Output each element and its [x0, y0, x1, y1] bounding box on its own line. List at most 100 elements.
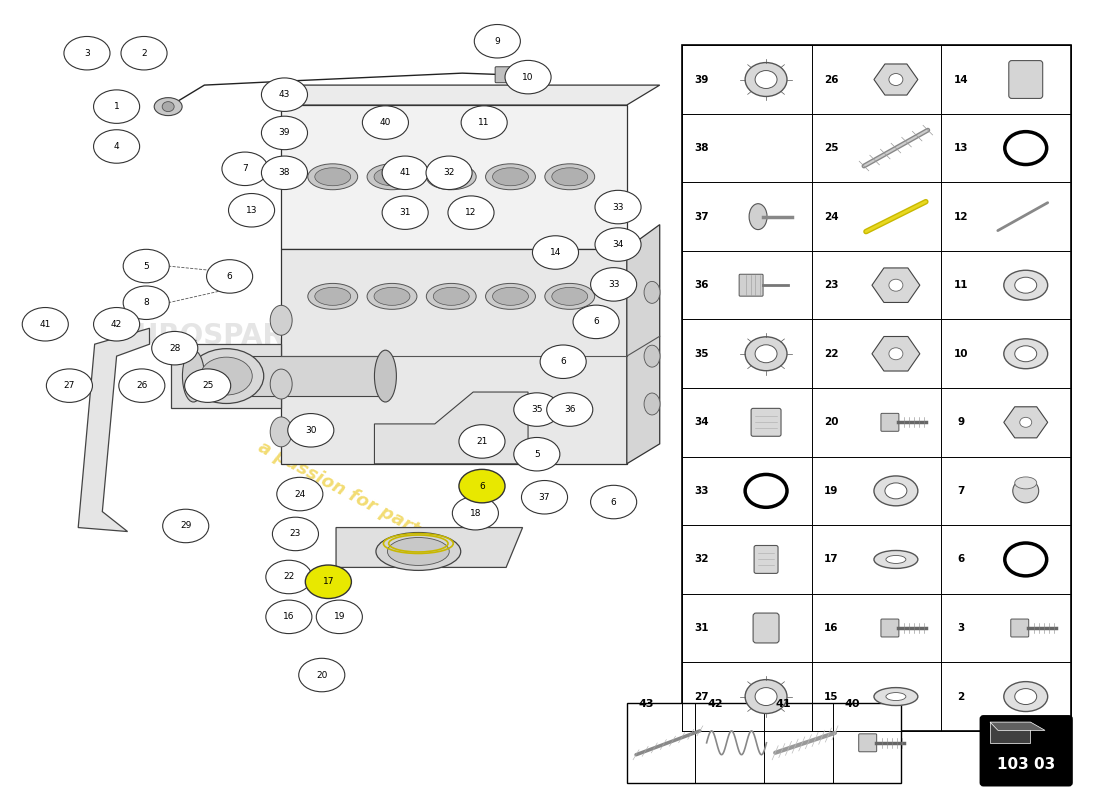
Polygon shape — [78, 328, 150, 531]
Text: 7: 7 — [242, 164, 248, 174]
Ellipse shape — [874, 476, 917, 506]
Ellipse shape — [886, 693, 906, 701]
Ellipse shape — [1004, 682, 1047, 711]
Text: 10: 10 — [954, 349, 968, 358]
Ellipse shape — [163, 510, 209, 542]
Ellipse shape — [288, 414, 333, 447]
Ellipse shape — [427, 283, 476, 310]
Text: 12: 12 — [954, 212, 968, 222]
Text: 13: 13 — [954, 143, 968, 153]
Ellipse shape — [123, 250, 169, 283]
Text: 41: 41 — [399, 168, 411, 178]
Ellipse shape — [552, 168, 587, 186]
Ellipse shape — [362, 106, 408, 139]
FancyBboxPatch shape — [755, 546, 778, 574]
Text: 14: 14 — [954, 74, 968, 85]
Ellipse shape — [755, 687, 777, 706]
Text: 31: 31 — [399, 208, 411, 217]
Text: a passion for parts...: a passion for parts... — [255, 438, 450, 554]
Ellipse shape — [749, 204, 767, 230]
Ellipse shape — [154, 98, 183, 115]
Ellipse shape — [889, 348, 903, 360]
Text: 5: 5 — [534, 450, 540, 458]
FancyBboxPatch shape — [881, 619, 899, 637]
Ellipse shape — [207, 260, 253, 293]
Ellipse shape — [376, 533, 461, 570]
Ellipse shape — [591, 486, 637, 518]
Text: 23: 23 — [824, 280, 838, 290]
Ellipse shape — [459, 425, 505, 458]
Text: 37: 37 — [539, 493, 550, 502]
Text: 27: 27 — [694, 691, 708, 702]
Text: 22: 22 — [283, 573, 295, 582]
Text: 19: 19 — [824, 486, 838, 496]
Text: 36: 36 — [564, 405, 575, 414]
Ellipse shape — [374, 168, 410, 186]
Text: 38: 38 — [278, 168, 290, 178]
Text: 34: 34 — [613, 240, 624, 249]
Text: 3: 3 — [84, 49, 90, 58]
Ellipse shape — [532, 236, 579, 270]
Ellipse shape — [1015, 477, 1036, 489]
FancyBboxPatch shape — [1009, 61, 1043, 98]
Ellipse shape — [266, 600, 312, 634]
Ellipse shape — [315, 168, 351, 186]
Text: 6: 6 — [593, 318, 600, 326]
Ellipse shape — [645, 393, 660, 415]
Text: 16: 16 — [824, 623, 838, 633]
Ellipse shape — [1004, 270, 1047, 300]
Ellipse shape — [591, 268, 637, 301]
Text: 21: 21 — [476, 437, 487, 446]
Ellipse shape — [94, 130, 140, 163]
FancyBboxPatch shape — [682, 46, 1071, 731]
Ellipse shape — [229, 194, 275, 227]
Text: 41: 41 — [776, 699, 792, 709]
Ellipse shape — [64, 37, 110, 70]
Text: 6: 6 — [610, 498, 616, 506]
Ellipse shape — [271, 306, 293, 335]
Text: 40: 40 — [845, 699, 860, 709]
Ellipse shape — [595, 228, 641, 262]
Polygon shape — [1004, 406, 1047, 438]
Text: 38: 38 — [694, 143, 708, 153]
Ellipse shape — [271, 417, 293, 447]
Ellipse shape — [1015, 346, 1036, 362]
Text: 9: 9 — [495, 37, 500, 46]
Ellipse shape — [262, 156, 308, 190]
Ellipse shape — [382, 196, 428, 230]
Text: 15: 15 — [824, 691, 838, 702]
Ellipse shape — [306, 565, 351, 598]
Text: 37: 37 — [694, 212, 708, 222]
Text: 4: 4 — [113, 142, 120, 151]
Text: EUROSPARES: EUROSPARES — [118, 322, 323, 350]
Polygon shape — [374, 392, 528, 464]
Text: 29: 29 — [180, 522, 191, 530]
Ellipse shape — [123, 286, 169, 319]
Ellipse shape — [1020, 418, 1032, 427]
Ellipse shape — [745, 680, 786, 714]
Text: 24: 24 — [824, 212, 838, 222]
Ellipse shape — [94, 90, 140, 123]
Text: 103 03: 103 03 — [997, 758, 1055, 772]
FancyBboxPatch shape — [1011, 619, 1028, 637]
Text: 30: 30 — [305, 426, 317, 434]
Ellipse shape — [544, 164, 595, 190]
Ellipse shape — [262, 116, 308, 150]
Ellipse shape — [273, 517, 319, 550]
Text: 1: 1 — [113, 102, 120, 111]
Ellipse shape — [1004, 339, 1047, 369]
FancyBboxPatch shape — [980, 716, 1072, 786]
Ellipse shape — [200, 357, 252, 395]
Ellipse shape — [22, 307, 68, 341]
Polygon shape — [194, 356, 385, 396]
Text: 43: 43 — [639, 699, 654, 709]
Ellipse shape — [185, 369, 231, 402]
Polygon shape — [282, 249, 627, 464]
Ellipse shape — [382, 156, 428, 190]
Polygon shape — [282, 85, 660, 105]
Text: 26: 26 — [824, 74, 838, 85]
Text: 27: 27 — [64, 381, 75, 390]
Ellipse shape — [745, 337, 786, 370]
Ellipse shape — [573, 305, 619, 338]
Text: 35: 35 — [531, 405, 542, 414]
